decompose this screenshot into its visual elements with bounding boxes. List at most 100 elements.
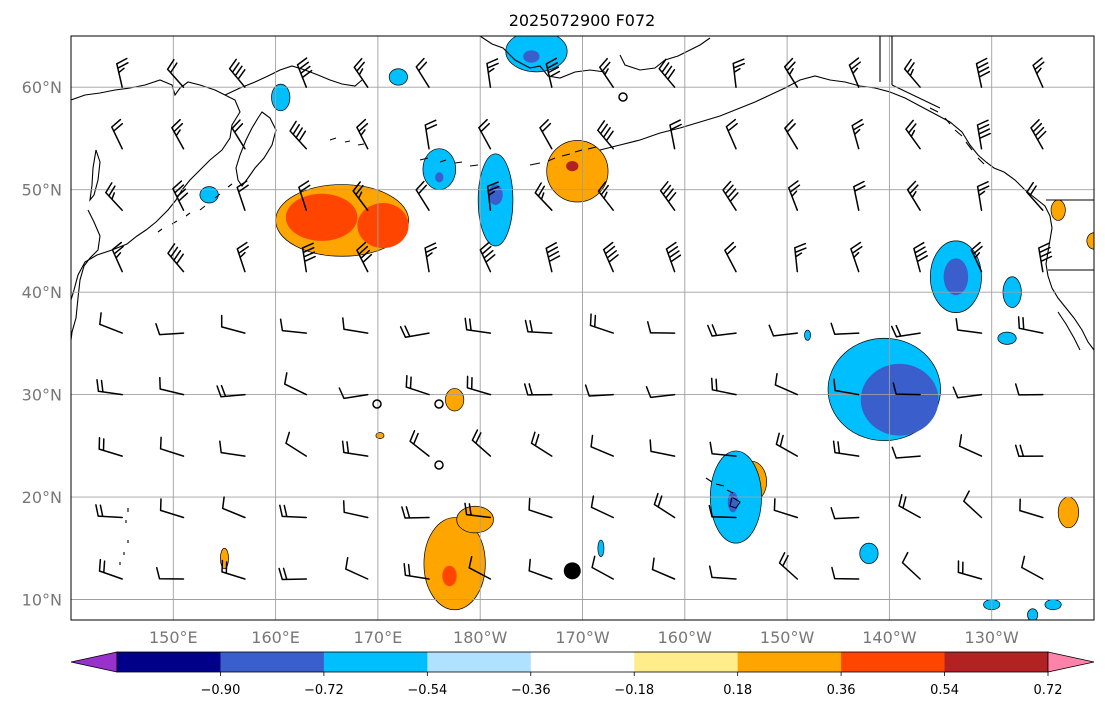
- asia-coastline: [71, 79, 241, 301]
- colorbar-extend-high: [1047, 651, 1095, 673]
- calm-markers: [372, 92, 628, 470]
- longitude-labels: 150°E 160°E 170°E 180°W 170°W 160°W 150°W 140°W…: [149, 628, 1019, 647]
- anomaly-contour: [1044, 599, 1062, 611]
- latitude-labels: 10°N 20°N 30°N 40°N 50°N 60°N: [22, 78, 62, 609]
- wind-barb: [958, 434, 983, 457]
- lon-tick-label: 160°W: [658, 628, 713, 647]
- wind-barb: [466, 375, 492, 396]
- lat-tick-label: 20°N: [22, 488, 62, 507]
- kamchatka-coastline: [235, 111, 277, 187]
- wind-barb: [399, 325, 430, 338]
- wind-barb: [167, 243, 185, 273]
- anomaly-contour: [859, 542, 879, 564]
- wind-barb: [424, 242, 437, 273]
- colorbar-segment: [427, 652, 532, 672]
- lon-tick-label: 180°W: [453, 628, 508, 647]
- lon-tick-label: 150°W: [760, 628, 815, 647]
- hawaii-islands: [705, 477, 741, 509]
- wind-barb: [831, 566, 860, 580]
- anomaly-contour: [271, 83, 291, 112]
- wind-barb: [1030, 119, 1047, 150]
- wind-barb: [584, 384, 614, 397]
- anomaly-contour: [727, 491, 738, 513]
- colorbar-segment: [220, 652, 325, 672]
- wind-barb: [903, 58, 921, 88]
- wind-barb: [645, 386, 676, 399]
- wind-barb: [853, 180, 866, 211]
- wind-barb: [707, 324, 737, 337]
- wind-barb: [279, 504, 308, 519]
- wind-barb: [159, 498, 185, 519]
- map-title: 2025072900 F072: [509, 11, 656, 30]
- wind-barb: [285, 431, 308, 457]
- colorbar-tick-label: 0.72: [1034, 683, 1063, 698]
- storm-center-marker: [563, 562, 581, 580]
- anomaly-contour: [860, 363, 939, 436]
- colorbar-tick-label: 0.54: [930, 683, 959, 698]
- wind-barb: [892, 382, 921, 396]
- lat-tick-label: 60°N: [22, 78, 62, 97]
- wind-barb: [401, 506, 430, 519]
- wind-barb: [338, 387, 369, 400]
- wind-barb: [236, 241, 249, 273]
- wind-barb: [599, 57, 614, 88]
- anomaly-contour: [566, 160, 579, 172]
- wind-barb: [665, 241, 682, 273]
- wind-barb: [111, 118, 124, 150]
- wind-barb: [523, 383, 553, 396]
- anomaly-contour: [423, 517, 486, 611]
- lon-tick-label: 160°E: [251, 628, 300, 647]
- wind-barb: [528, 558, 553, 580]
- anomaly-contour: [943, 258, 969, 296]
- wind-barb: [597, 120, 614, 150]
- wind-barb: [955, 317, 983, 334]
- wind-barb: [219, 440, 246, 457]
- calm-wind-circle: [372, 399, 382, 409]
- colorbar-segments: [116, 651, 1049, 673]
- colorbar-tick-label: −0.90: [201, 683, 241, 698]
- anomaly-contour: [997, 331, 1017, 345]
- british-columbia-islands: [929, 107, 985, 165]
- wind-barb: [228, 58, 246, 88]
- wind-barb: [669, 119, 682, 150]
- wind-barb: [301, 242, 316, 273]
- wind-barb: [99, 312, 123, 334]
- anomaly-contour: [456, 505, 494, 534]
- wind-barb: [409, 430, 430, 457]
- alaska-west-coastline: [479, 36, 606, 79]
- wind-barb: [539, 119, 553, 150]
- lon-tick-label: 170°E: [354, 628, 403, 647]
- anomaly-contour: [388, 68, 408, 86]
- wind-barb: [830, 322, 860, 335]
- wind-barb: [471, 429, 492, 457]
- wind-barb: [171, 118, 185, 150]
- wind-barb: [356, 241, 373, 273]
- wind-barb: [159, 376, 185, 396]
- wind-barb: [468, 555, 492, 580]
- alaska-south-coastline: [599, 75, 1005, 173]
- wind-barb: [970, 241, 983, 273]
- wind-barb: [486, 58, 499, 88]
- anomaly-contour: [804, 329, 811, 341]
- wind-barb: [710, 377, 737, 396]
- wind-barb: [976, 119, 991, 150]
- colorbar-tick-label: 0.36: [827, 683, 856, 698]
- wind-barb: [220, 314, 246, 334]
- wind-barb: [898, 494, 921, 519]
- colorbar-tick-label: 0.18: [723, 683, 752, 698]
- wind-barb: [658, 58, 676, 88]
- wind-barb: [405, 374, 430, 396]
- colorbar-tick-label: −0.72: [304, 683, 344, 698]
- wind-barb: [283, 372, 308, 396]
- colorbar-segment: [323, 652, 428, 672]
- wind-barb: [464, 317, 492, 334]
- wind-barb: [848, 57, 861, 88]
- colorbar-segment: [634, 652, 739, 672]
- wind-barb: [901, 551, 921, 580]
- wind-barb: [528, 497, 553, 519]
- map-area: [70, 35, 1095, 621]
- wind-barb: [279, 318, 308, 334]
- wind-barb: [976, 181, 990, 211]
- wind-barb: [724, 241, 737, 273]
- aleutian-islands: [329, 137, 597, 167]
